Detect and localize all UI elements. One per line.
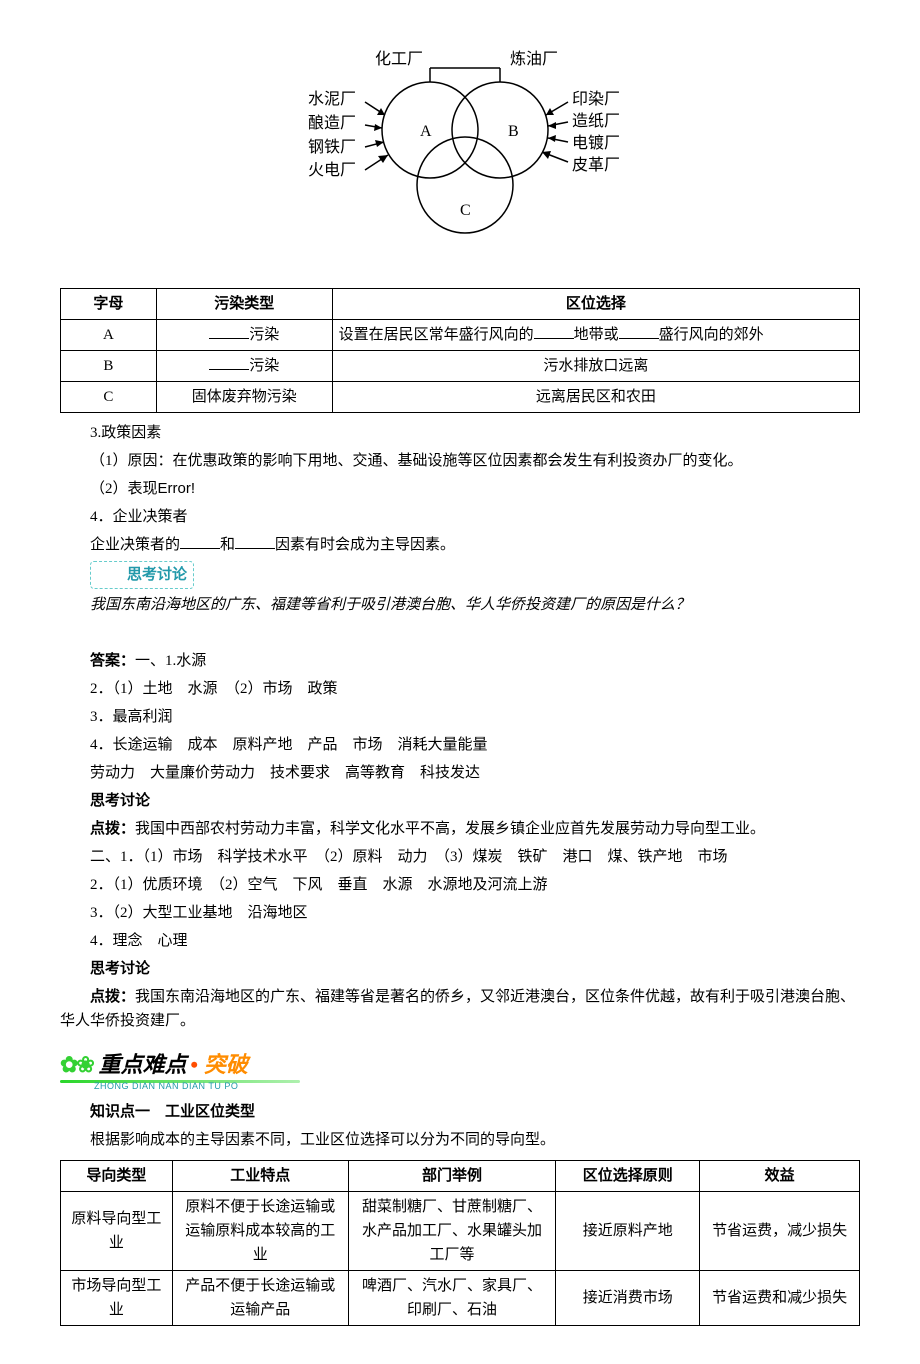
label-a: A xyxy=(420,123,432,140)
th-loc: 区位选择 xyxy=(332,289,859,320)
venn-diagram: A B C 化工厂 炼油厂 水泥厂 酿造厂 钢铁厂 火电厂 印染厂 造纸厂 电镀… xyxy=(60,40,860,268)
pollution-table: 字母 污染类型 区位选择 A 污染 设置在居民区常年盛行风向的地带或盛行风向的郊… xyxy=(60,288,860,413)
label-c: C xyxy=(460,202,471,219)
svg-text:电镀厂: 电镀厂 xyxy=(572,134,620,152)
banner-deco-icon: ✿❀ xyxy=(60,1052,93,1077)
venn-svg: A B C 化工厂 炼油厂 水泥厂 酿造厂 钢铁厂 火电厂 印染厂 造纸厂 电镀… xyxy=(270,40,650,260)
answers-b2: 2．（1）优质环境 （2）空气 下风 垂直 水源 水源地及河流上游 xyxy=(60,873,860,897)
th-type: 污染类型 xyxy=(156,289,332,320)
answers-a5: 劳动力 大量廉价劳动力 技术要求 高等教育 科技发达 xyxy=(60,761,860,785)
sikao-p: 点拨：我国中西部农村劳动力丰富，科学文化水平不高，发展乡镇企业应首先发展劳动力导… xyxy=(60,817,860,841)
answers-a2: 2．（1）土地 水源 （2）市场 政策 xyxy=(60,677,860,701)
answers-b4: 4．理念 心理 xyxy=(60,929,860,953)
svg-text:造纸厂: 造纸厂 xyxy=(572,112,620,130)
kp1-heading: 知识点一 工业区位类型 xyxy=(60,1100,860,1124)
sec3-heading: 3.政策因素 xyxy=(60,421,860,445)
sec4-line: 企业决策者的和因素有时会成为主导因素。 xyxy=(60,533,860,557)
sec4-heading: 4．企业决策者 xyxy=(60,505,860,529)
top-left-label: 化工厂 xyxy=(375,50,423,68)
table-row: 市场导向型工业 产品不便于长途运输或运输产品 啤酒厂、汽水厂、家具厂、印刷厂、石… xyxy=(61,1270,860,1325)
top-right-label: 炼油厂 xyxy=(510,50,558,68)
svg-text:火电厂: 火电厂 xyxy=(308,161,356,179)
sec3-p1: （1）原因：在优惠政策的影响下用地、交通、基础设施等区位因素都会发生有利投资办厂… xyxy=(60,449,860,473)
sikao-question: 我国东南沿海地区的广东、福建等省利于吸引港澳台胞、华人华侨投资建厂的原因是什么？ xyxy=(60,593,860,617)
right-arrows: 印染厂 造纸厂 电镀厂 皮革厂 xyxy=(542,90,620,174)
svg-text:钢铁厂: 钢铁厂 xyxy=(308,138,356,156)
sikao-label: 思考讨论 xyxy=(60,561,860,589)
answers-a3: 3．最高利润 xyxy=(60,705,860,729)
svg-text:印染厂: 印染厂 xyxy=(572,90,620,108)
table-row: B 污染 污水排放口远离 xyxy=(61,351,860,382)
sikao-h: 思考讨论 xyxy=(60,789,860,813)
svg-text:水泥厂: 水泥厂 xyxy=(308,90,356,108)
answers-a4: 4．长途运输 成本 原料产地 产品 市场 消耗大量能量 xyxy=(60,733,860,757)
kp1-intro: 根据影响成本的主导因素不同，工业区位选择可以分为不同的导向型。 xyxy=(60,1128,860,1152)
answers-b3: 3．（2）大型工业基地 沿海地区 xyxy=(60,901,860,925)
table-row: A 污染 设置在居民区常年盛行风向的地带或盛行风向的郊外 xyxy=(61,320,860,351)
orientation-table: 导向类型 工业特点 部门举例 区位选择原则 效益 原料导向型工业 原料不便于长途… xyxy=(60,1160,860,1326)
th-letter: 字母 xyxy=(61,289,157,320)
answers-b1: 二、1．（1）市场 科学技术水平 （2）原料 动力 （3）煤炭 铁矿 港口 煤、… xyxy=(60,845,860,869)
banner-pinyin: ZHONG DIAN NAN DIAN TU PO xyxy=(94,1079,860,1093)
left-arrows: 水泥厂 酿造厂 钢铁厂 火电厂 xyxy=(308,90,388,179)
label-b: B xyxy=(508,123,519,140)
svg-text:酿造厂: 酿造厂 xyxy=(308,114,356,132)
section-banner: ✿❀ 重点难点 • 突破 ZHONG DIAN NAN DIAN TU PO xyxy=(60,1047,860,1094)
sikao2-p: 点拨：我国东南沿海地区的广东、福建等省是著名的侨乡，又邻近港澳台，区位条件优越，… xyxy=(60,985,860,1033)
sec3-p2: （2）表现Error! xyxy=(60,477,860,501)
table-row: 原料导向型工业 原料不便于长途运输或运输原料成本较高的工业 甜菜制糖厂、甘蔗制糖… xyxy=(61,1191,860,1270)
answers-line: 答案：一、1.水源 xyxy=(60,649,860,673)
svg-text:皮革厂: 皮革厂 xyxy=(572,156,620,174)
table-row: C 固体废弃物污染 远离居民区和农田 xyxy=(61,382,860,413)
sikao2-h: 思考讨论 xyxy=(60,957,860,981)
